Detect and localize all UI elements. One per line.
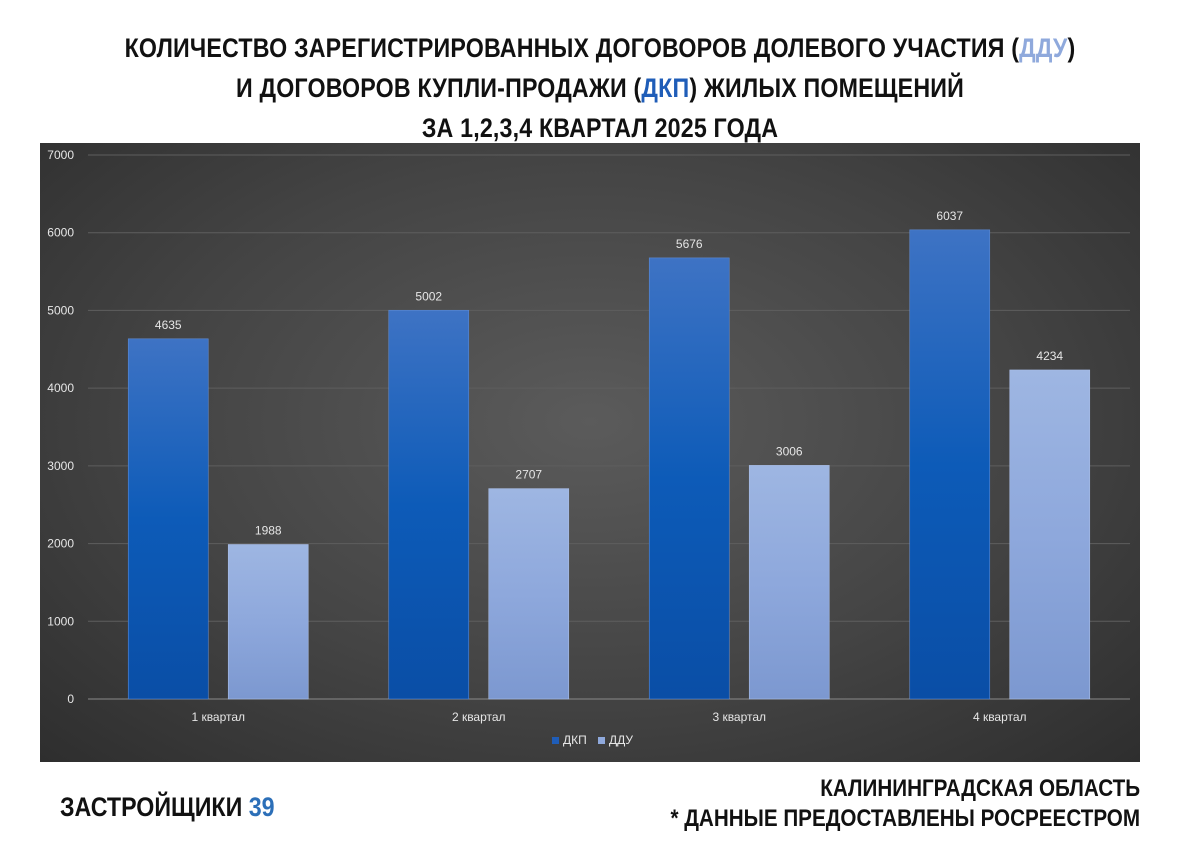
y-tick-label: 7000 — [47, 148, 74, 162]
title-line-1: КОЛИЧЕСТВО ЗАРЕГИСТРИРОВАННЫХ ДОГОВОРОВ … — [124, 33, 1076, 63]
ddu-highlight: ДДУ — [1019, 33, 1068, 63]
chart-title: КОЛИЧЕСТВО ЗАРЕГИСТРИРОВАННЫХ ДОГОВОРОВ … — [84, 28, 1116, 148]
x-tick-label: 3 квартал — [712, 710, 766, 724]
bars — [127, 229, 1091, 700]
y-tick-label: 5000 — [47, 303, 74, 317]
legend-label-dkp: ДКП — [563, 733, 587, 747]
legend-swatch-ddu — [598, 737, 605, 744]
bar-ddu — [748, 465, 830, 700]
legend: ДКП ДДУ — [552, 733, 633, 747]
y-tick-label: 4000 — [47, 381, 74, 395]
bar-ddu — [227, 544, 309, 700]
data-label: 5002 — [415, 289, 442, 303]
data-label: 3006 — [776, 444, 803, 458]
bar-ddu — [1009, 369, 1091, 700]
brand-footer: ЗАСТРОЙЩИКИ 39 — [60, 792, 275, 822]
y-tick-label: 1000 — [47, 614, 74, 628]
bar-dkp — [127, 338, 209, 700]
data-label: 2707 — [515, 468, 542, 482]
legend-swatch-dkp — [552, 737, 559, 744]
bar-dkp — [388, 309, 470, 700]
dkp-highlight: ДКП — [641, 73, 690, 103]
bar-chart: 0 1000 2000 3000 4000 5000 6000 7000 4635 1988 1 к… — [47, 148, 1130, 747]
bar-ddu — [488, 488, 570, 700]
chart-area: 0 1000 2000 3000 4000 5000 6000 7000 4635 1988 1 к… — [40, 143, 1140, 762]
labels: 0 1000 2000 3000 4000 5000 6000 7000 4635 1988 1 к… — [47, 148, 1063, 724]
source-note: * ДАННЫЕ ПРЕДОСТАВЛЕНЫ РОСРЕЕСТРОМ — [670, 805, 1140, 832]
title-line-3: ЗА 1,2,3,4 КВАРТАЛ 2025 ГОДА — [421, 113, 779, 143]
data-label: 4234 — [1036, 349, 1063, 363]
bar-dkp — [909, 229, 991, 700]
data-label: 4635 — [155, 318, 182, 332]
bar-dkp — [648, 257, 730, 700]
region-label: КАЛИНИНГРАДСКАЯ ОБЛАСТЬ — [820, 775, 1140, 802]
y-tick-label: 6000 — [47, 226, 74, 240]
data-label: 6037 — [936, 209, 963, 223]
x-tick-label: 2 квартал — [452, 710, 506, 724]
source-footer: КАЛИНИНГРАДСКАЯ ОБЛАСТЬ * ДАННЫЕ ПРЕДОСТ… — [670, 774, 1140, 834]
data-label: 5676 — [676, 237, 703, 251]
brand-number: 39 — [248, 792, 275, 822]
x-tick-label: 4 квартал — [973, 710, 1027, 724]
x-tick-label: 1 квартал — [191, 710, 245, 724]
data-label: 1988 — [255, 524, 282, 538]
y-tick-label: 3000 — [47, 459, 74, 473]
y-tick-label: 2000 — [47, 537, 74, 551]
legend-label-ddu: ДДУ — [609, 733, 633, 747]
title-line-2: И ДОГОВОРОВ КУПЛИ-ПРОДАЖИ (ДКП) ЖИЛЫХ ПО… — [236, 73, 964, 103]
y-tick-label: 0 — [67, 692, 74, 706]
